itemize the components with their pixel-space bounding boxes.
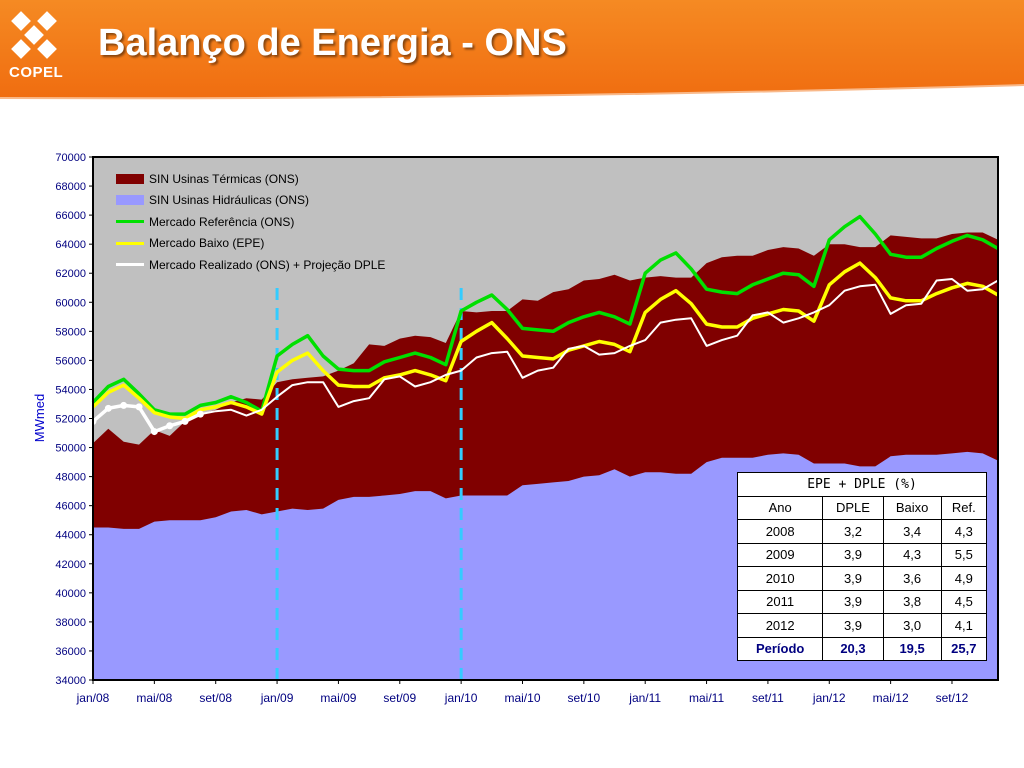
series-line-realizado xyxy=(92,278,999,433)
table-cell: 3,6 xyxy=(882,566,942,591)
table-cell: 3,4 xyxy=(882,519,942,544)
growth-table: EPE + DPLE (%) Ano DPLE Baixo Ref. 2008 … xyxy=(736,472,988,661)
legend-label-baixo: Mercado Baixo (EPE) xyxy=(149,236,265,251)
legend-label-realizado: Mercado Realizado (ONS) + Projeção DPLE xyxy=(149,257,386,272)
table-cell: 3,9 xyxy=(822,589,884,614)
table-row: 2012 3,9 3,0 4,1 xyxy=(736,613,988,638)
y-tick-label: 48000 xyxy=(55,472,86,484)
y-tick-label: 60000 xyxy=(55,297,86,309)
legend-swatch-termicas xyxy=(116,173,144,184)
x-tick-label: set/12 xyxy=(936,691,969,705)
table-cell: 3,0 xyxy=(882,613,942,638)
x-tick-label: set/08 xyxy=(199,691,232,705)
x-tick-label: jan/08 xyxy=(76,691,110,705)
y-tick-label: 66000 xyxy=(55,210,86,222)
legend-label-termicas: SIN Usinas Térmicas (ONS) xyxy=(149,171,299,186)
table-header-row: Ano DPLE Baixo Ref. xyxy=(736,495,988,520)
header-banner: COPEL Balanço de Energia - ONS xyxy=(0,0,1024,100)
chart-legend: SIN Usinas Térmicas (ONS) SIN Usinas Hid… xyxy=(116,168,385,276)
series-line-referencia xyxy=(91,214,999,416)
table-cell: 4,3 xyxy=(940,519,988,544)
table-header-ano: Ano xyxy=(736,495,824,520)
table-cell: 3,9 xyxy=(822,566,884,591)
header-background xyxy=(0,0,1024,100)
table-cell: 2008 xyxy=(736,519,824,544)
x-tick-label: jan/09 xyxy=(260,691,294,705)
y-tick-label: 58000 xyxy=(55,326,86,338)
table-total-dple: 20,3 xyxy=(822,636,884,661)
table-cell: 5,5 xyxy=(940,542,988,567)
y-tick-label: 54000 xyxy=(55,384,86,396)
table-cell: 3,2 xyxy=(822,519,884,544)
y-tick-label: 52000 xyxy=(55,414,86,426)
table-total-row: Período 20,3 19,5 25,7 xyxy=(736,636,988,661)
x-tick-label: mai/09 xyxy=(320,691,356,705)
x-tick-label: set/10 xyxy=(567,691,600,705)
legend-item-baixo: Mercado Baixo (EPE) xyxy=(116,233,385,255)
series-line-baixo xyxy=(91,261,999,421)
table-header-dple: DPLE xyxy=(822,495,884,520)
table-row: 2008 3,2 3,4 4,3 xyxy=(736,519,988,544)
table-cell: 4,1 xyxy=(940,613,988,638)
legend-item-hidraulicas: SIN Usinas Hidráulicas (ONS) xyxy=(116,190,385,212)
table-cell: 3,9 xyxy=(822,542,884,567)
table-cell: 4,3 xyxy=(882,542,942,567)
x-tick-label: mai/11 xyxy=(689,691,724,705)
table-row: 2009 3,9 4,3 5,5 xyxy=(736,542,988,567)
legend-item-realizado: Mercado Realizado (ONS) + Projeção DPLE xyxy=(116,254,385,276)
y-tick-label: 34000 xyxy=(55,675,86,687)
page-title: Balanço de Energia - ONS xyxy=(98,22,567,64)
table-cell: 2010 xyxy=(736,566,824,591)
legend-swatch-referencia xyxy=(116,220,144,224)
x-tick-label: mai/10 xyxy=(504,691,540,705)
table-cell: 3,9 xyxy=(822,613,884,638)
y-tick-label: 44000 xyxy=(55,530,86,542)
legend-item-termicas: SIN Usinas Térmicas (ONS) xyxy=(116,168,385,190)
legend-swatch-hidraulicas xyxy=(116,195,144,206)
table-title-row: EPE + DPLE (%) xyxy=(737,472,987,497)
legend-label-hidraulicas: SIN Usinas Hidráulicas (ONS) xyxy=(149,193,310,208)
y-tick-label: 64000 xyxy=(55,239,86,251)
y-tick-label: 68000 xyxy=(55,181,86,193)
x-tick-label: jan/11 xyxy=(628,691,661,705)
table-total-ref: 25,7 xyxy=(940,636,988,661)
x-tick-label: mai/08 xyxy=(136,691,172,705)
table-title: EPE + DPLE (%) xyxy=(737,472,987,497)
table-row: 2010 3,9 3,6 4,9 xyxy=(736,566,988,591)
x-tick-label: jan/12 xyxy=(812,691,846,705)
y-tick-label: 40000 xyxy=(55,588,86,600)
y-tick-label: 70000 xyxy=(55,152,86,164)
table-cell: 3,8 xyxy=(882,589,942,614)
x-tick-label: jan/10 xyxy=(444,691,478,705)
logo-text: COPEL xyxy=(9,64,64,81)
table-row: 2011 3,9 3,8 4,5 xyxy=(736,589,988,614)
legend-swatch-realizado xyxy=(116,263,144,267)
x-tick-label: set/09 xyxy=(383,691,416,705)
realizado-measured-line xyxy=(91,403,202,434)
y-tick-label: 56000 xyxy=(55,355,86,367)
legend-label-referencia: Mercado Referência (ONS) xyxy=(149,214,295,229)
legend-swatch-baixo xyxy=(116,241,144,245)
y-axis-label: MWmed xyxy=(32,394,47,442)
y-tick-label: 42000 xyxy=(55,559,86,571)
x-tick-label: set/11 xyxy=(752,691,784,705)
y-tick-label: 50000 xyxy=(55,443,86,455)
y-tick-label: 46000 xyxy=(55,501,86,513)
table-header-baixo: Baixo xyxy=(882,495,942,520)
table-cell: 4,5 xyxy=(940,589,988,614)
y-tick-label: 62000 xyxy=(55,268,86,280)
table-header-ref: Ref. xyxy=(940,495,988,520)
y-tick-label: 36000 xyxy=(55,646,86,658)
table-cell: 2009 xyxy=(736,542,824,567)
table-total-baixo: 19,5 xyxy=(882,636,942,661)
table-cell: 2011 xyxy=(736,589,824,614)
table-cell: 4,9 xyxy=(940,566,988,591)
x-tick-label: mai/12 xyxy=(873,691,909,705)
table-cell: 2012 xyxy=(736,613,824,638)
y-tick-label: 38000 xyxy=(55,617,86,629)
legend-item-referencia: Mercado Referência (ONS) xyxy=(116,211,385,233)
table-total-label: Período xyxy=(736,636,824,661)
